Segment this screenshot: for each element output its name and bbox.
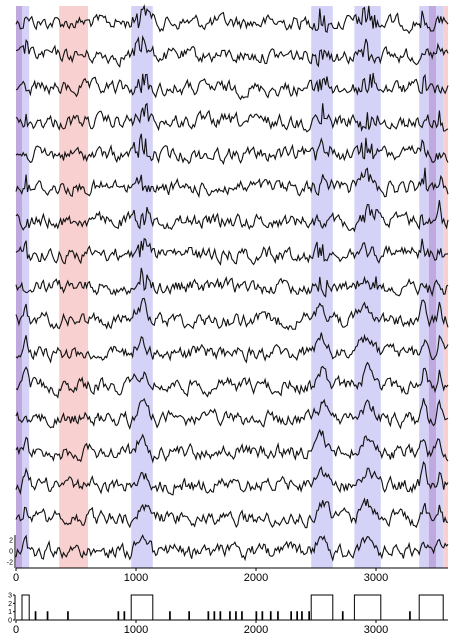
highlight-region-1 [22, 6, 30, 568]
trace-line-1 [15, 34, 449, 68]
traces-x-tick-label-3: 3000 [364, 572, 388, 584]
trace-line-14 [15, 460, 449, 496]
highlight-region-7 [428, 6, 436, 568]
traces-x-tick-label-0: 0 [13, 572, 19, 584]
state-x-tick-label-1: 1000 [124, 624, 148, 636]
trace-line-4 [15, 133, 449, 166]
traces-x-tick-label-2: 2000 [244, 572, 268, 584]
highlight-region-4 [311, 6, 333, 568]
trace-line-2 [15, 72, 449, 101]
trace-line-3 [15, 102, 449, 133]
traces-y-axis: 2 0 -2 [7, 534, 16, 568]
traces-y-tick-label-0: 2 [9, 537, 13, 544]
trace-line-12 [15, 397, 449, 430]
trace-line-16 [15, 534, 449, 562]
trace-line-13 [15, 428, 449, 464]
trace-line-15 [15, 497, 449, 529]
trace-line-9 [15, 297, 449, 331]
state-y-tick-label-0: 0 [8, 618, 12, 625]
trace-line-7 [15, 237, 449, 266]
trace-lines [15, 4, 449, 562]
trace-line-8 [15, 267, 449, 298]
traces-x-axis: 0 1000 2000 3000 [13, 567, 448, 584]
trace-line-11 [15, 361, 449, 399]
state-line [16, 594, 448, 621]
state-x-tick-label-2: 2000 [244, 624, 268, 636]
state-panel [16, 594, 448, 621]
trace-line-0 [15, 4, 449, 35]
traces-x-tick-label-1: 1000 [124, 572, 148, 584]
highlight-region-3 [131, 6, 153, 568]
state-y-tick-label-1: 1 [8, 609, 12, 616]
state-y-axis: 0 123 [8, 593, 16, 625]
trace-line-5 [15, 167, 449, 199]
state-x-axis: 0 1000 2000 3000 [13, 619, 448, 636]
traces-y-tick-label-1: 0 [9, 548, 13, 555]
state-x-tick-label-0: 0 [13, 624, 19, 636]
traces-y-tick-label-2: -2 [7, 559, 13, 566]
trace-line-6 [15, 200, 449, 233]
highlight-region-9 [443, 6, 448, 568]
state-y-tick-label-3: 3 [8, 593, 12, 600]
state-x-tick-label-3: 3000 [364, 624, 388, 636]
trace-line-10 [15, 332, 449, 364]
highlight-region-5 [354, 6, 381, 568]
state-y-tick-label-2: 2 [8, 601, 12, 608]
